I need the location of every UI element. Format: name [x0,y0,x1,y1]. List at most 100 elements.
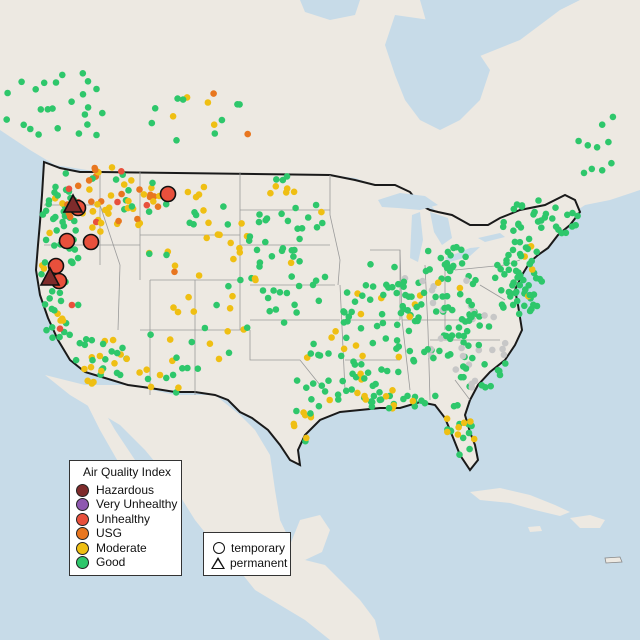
sensor-dot [108,164,116,171]
sensor-dot [111,360,118,367]
sensor-dot [359,292,366,300]
sensor-dot [56,333,63,341]
sensor-dot [574,212,581,220]
sensor-dot [123,355,130,363]
legend-item-hazardous: Hazardous [76,483,154,497]
sensor-dot [56,289,64,297]
sensor-dot [383,281,390,289]
sensor-dot [179,96,187,103]
sensor-dot [128,203,136,210]
sensor-dot [171,268,178,276]
sensor-dot [283,173,291,180]
sensor-dot [166,336,174,343]
sensor-dot [470,435,478,443]
sensor-dot [184,188,192,196]
sensor-dot [60,222,68,230]
sensor-dot [301,411,309,419]
sensor-dot [541,214,549,221]
sensor-dot [174,308,182,316]
sensor-dot [218,116,226,124]
sensor-dot [383,367,391,375]
sensor-dot [390,402,398,409]
sensor-dot [481,361,488,368]
sensor-dot [293,377,301,384]
sensor-dot [48,288,56,295]
sensor-dot [102,206,109,214]
sensor-dot [282,189,290,196]
sensor-dot [321,388,329,395]
sensor-dot [255,218,263,226]
legend-item-usg: USG [76,526,122,540]
sensor-dot [179,365,186,372]
sensor-dot [113,369,121,377]
sensor-dot [238,220,245,227]
sensor-dot [99,340,107,348]
lake-michigan [410,212,423,262]
sensor-dot [270,287,277,294]
sensor-dot [348,308,356,316]
sensor-dot [552,204,559,211]
sensor-dot [460,419,468,427]
sensor-dot [171,262,179,270]
sensor-dot [136,186,143,193]
sensor-dot [52,183,59,191]
sensor-dot [72,227,79,234]
sensor-dot [476,313,483,320]
sensor-dot [376,389,383,396]
sensor-dot [283,289,291,297]
sensor-dot [35,131,42,138]
sensor-dot [291,301,298,309]
sensor-dot [533,248,540,256]
sensor-dot [432,308,440,315]
sensor-dot [278,210,285,218]
hispaniola [570,515,605,528]
sensor-dot [528,257,535,265]
sensor-dot [414,317,421,325]
sensor-dot [580,169,588,177]
sensor-dot [456,451,463,459]
sensor-dot [400,283,407,291]
sensor-dot [348,386,356,393]
sensor-dot [135,221,142,229]
sensor-dot [455,332,463,339]
sensor-dot [500,351,508,359]
sensor-markers [3,70,617,459]
sensor-dot [41,259,49,266]
sensor-dot [84,104,92,111]
sensor-dot [192,193,200,201]
sensor-dot [99,109,106,117]
sensor-dot [490,313,498,321]
sensor-dot [201,324,209,332]
sensor-dot [204,99,212,106]
mexico-land [45,375,380,640]
sensor-dot [500,218,508,226]
sensor-dot [328,334,335,341]
sensor-dot [450,262,457,270]
legend-label-unhealthy: Unhealthy [96,512,151,526]
sensor-dot [340,319,348,326]
legend-label-good: Good [96,555,126,569]
sensor-dot [143,366,150,374]
sensor-dot [395,353,403,361]
sensor-dot [125,187,132,194]
sensor-dot [174,95,181,102]
sensor-dot [290,253,297,260]
sensor-dot [357,310,365,318]
sensor-dot [501,271,508,278]
sensor-dot [422,267,430,275]
sensor-dot [522,244,530,251]
sensor-dot [358,361,365,368]
triangle-icon [211,557,225,569]
sensor-dot [268,252,276,260]
sensor-dot [200,207,207,214]
sensor-dot [42,236,50,244]
sensor-dot [188,338,196,346]
sensor-dot [455,424,462,431]
sensor-dot [446,267,454,275]
legend-label-usg: USG [96,526,123,540]
sensor-dot [517,224,525,231]
sensor-dot [43,326,50,334]
sensor-dot [448,306,456,314]
sensor-dot [49,334,56,342]
sensor-dot [67,258,75,265]
